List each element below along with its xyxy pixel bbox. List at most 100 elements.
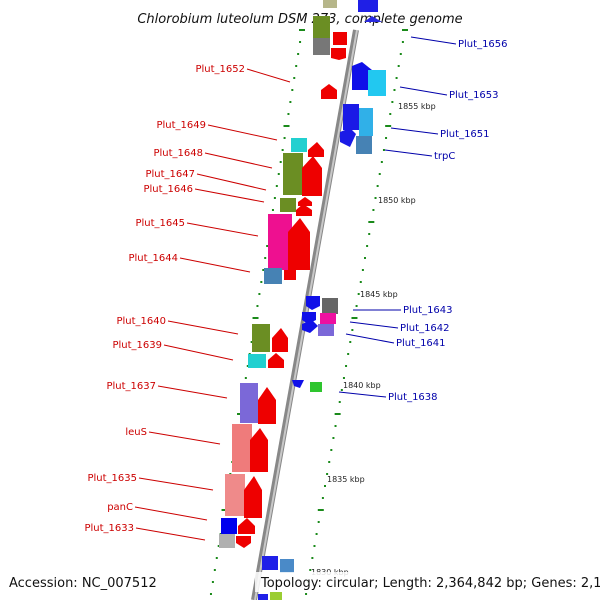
gene-box-steel[interactable]: [264, 268, 282, 284]
leader-line: [163, 344, 234, 361]
gene-arrow-red[interactable]: [244, 476, 262, 518]
gene-label[interactable]: panC: [107, 502, 133, 513]
kbp-label: 1845 kbp: [360, 290, 398, 299]
gene-arrow-red[interactable]: [284, 270, 296, 280]
leader-line: [384, 149, 433, 157]
leader-line: [345, 333, 395, 344]
right-leader-lines: Plut_1656 Plut_1653 Plut_1651 trpC Plut_1643…: [338, 36, 508, 403]
gene-arrow-blue[interactable]: [352, 62, 372, 90]
gene-label[interactable]: Plut_1641: [396, 338, 446, 349]
leader-line: [179, 257, 251, 273]
kbp-label: 1835 kbp: [327, 475, 365, 484]
leader-line: [138, 477, 214, 491]
kbp-label: 1840 kbp: [343, 381, 381, 390]
gene-label[interactable]: Plut_1637: [106, 381, 156, 392]
gene-box-blue[interactable]: [358, 0, 378, 12]
leader-line: [390, 127, 439, 135]
gene-label[interactable]: Plut_1652: [195, 64, 245, 75]
left-leader-lines: Plut_1652 Plut_1649 Plut_1648 Plut_1647 Plut…: [84, 64, 291, 541]
gene-arrow-red[interactable]: [302, 156, 322, 196]
gene-box-olive[interactable]: [323, 0, 337, 8]
gene-box-cyan[interactable]: [291, 138, 307, 152]
gene-label[interactable]: Plut_1656: [458, 39, 508, 50]
gene-arrow-blue[interactable]: [306, 296, 320, 310]
leader-line: [410, 36, 457, 45]
leader-line: [148, 431, 221, 445]
genome-stats-text: Topology: circular; Length: 2,364,842 bp…: [260, 576, 600, 591]
gene-box-steel[interactable]: [356, 136, 372, 154]
gene-box-olive[interactable]: [313, 16, 330, 38]
gene-box-gray[interactable]: [219, 534, 235, 548]
gene-arrow-red[interactable]: [236, 536, 251, 548]
gene-label[interactable]: Plut_1646: [143, 184, 193, 195]
leader-line: [399, 86, 448, 96]
gene-box-olive[interactable]: [252, 324, 270, 352]
gene-arrow-red[interactable]: [268, 353, 284, 368]
gene-arrow-red[interactable]: [238, 518, 255, 534]
gene-box-gray[interactable]: [313, 38, 330, 55]
gene-box-blue[interactable]: [258, 594, 268, 600]
gene-box-blue[interactable]: [343, 104, 359, 130]
leader-line: [167, 320, 239, 335]
footer-backing: [255, 572, 600, 592]
gene-label[interactable]: Plut_1644: [128, 253, 178, 264]
gene-label[interactable]: trpC: [434, 151, 455, 162]
gene-label[interactable]: Plut_1639: [112, 340, 162, 351]
gene-arrow-red[interactable]: [308, 142, 324, 157]
gene-box-purple[interactable]: [240, 383, 258, 423]
gene-arrow-red[interactable]: [272, 328, 288, 352]
gene-arrow-red[interactable]: [296, 204, 312, 216]
gene-box-olive[interactable]: [280, 198, 296, 212]
gene-box-steel[interactable]: [280, 559, 294, 573]
gene-label[interactable]: Plut_1649: [156, 120, 206, 131]
accession-text: Accession: NC_007512: [9, 576, 157, 591]
gene-label[interactable]: Plut_1638: [388, 392, 438, 403]
gene-label[interactable]: Plut_1635: [87, 473, 137, 484]
gene-label[interactable]: Plut_1640: [116, 316, 166, 327]
gene-box-magenta[interactable]: [320, 313, 336, 324]
gene-label[interactable]: Plut_1651: [440, 129, 490, 140]
leader-line: [204, 152, 273, 169]
gene-box-blue[interactable]: [262, 556, 278, 570]
leader-line: [157, 385, 228, 399]
gene-box-cyan[interactable]: [248, 354, 266, 368]
leader-line: [196, 173, 267, 191]
gene-box-purple[interactable]: [318, 324, 334, 336]
gene-label[interactable]: Plut_1645: [135, 218, 185, 229]
gene-box-blue[interactable]: [221, 518, 237, 534]
leader-line: [338, 391, 387, 398]
gene-box-green[interactable]: [310, 382, 322, 392]
gene-label[interactable]: Plut_1653: [449, 90, 499, 101]
map-title: Chlorobium luteolum DSM 273, complete ge…: [137, 12, 462, 27]
gene-arrow-red[interactable]: [321, 84, 337, 99]
gene-box-olive[interactable]: [270, 592, 282, 600]
gene-arrow-red[interactable]: [331, 48, 346, 60]
gene-label[interactable]: Plut_1633: [84, 523, 134, 534]
leader-line: [135, 527, 206, 541]
gene-label[interactable]: Plut_1643: [403, 305, 453, 316]
tick-track-right: [305, 29, 408, 595]
gene-features: [219, 0, 386, 600]
gene-label[interactable]: Plut_1648: [153, 148, 203, 159]
gene-arrow-red[interactable]: [298, 197, 312, 206]
leader-line: [134, 506, 208, 521]
gene-arrow-blue[interactable]: [292, 380, 304, 388]
gene-label[interactable]: Plut_1642: [400, 323, 450, 334]
gene-box-salmon[interactable]: [225, 474, 245, 516]
gene-arrow-blue[interactable]: [364, 16, 382, 22]
gene-arrow-blue[interactable]: [340, 128, 356, 147]
gene-label[interactable]: leuS: [125, 427, 147, 438]
leader-line: [186, 222, 259, 237]
gene-label[interactable]: Plut_1647: [145, 169, 195, 180]
gene-arrow-blue[interactable]: [302, 320, 318, 333]
gene-arrow-red[interactable]: [258, 387, 276, 424]
gene-box-salmon[interactable]: [232, 424, 252, 472]
gene-arrow-red[interactable]: [250, 428, 268, 472]
gene-arrow-red[interactable]: [333, 32, 347, 45]
gene-box-olive[interactable]: [283, 153, 303, 195]
gene-arrow-red[interactable]: [288, 218, 310, 270]
gene-box-gray[interactable]: [322, 298, 338, 314]
gene-box-cyan[interactable]: [368, 70, 386, 96]
gene-box-cyan[interactable]: [359, 108, 373, 136]
leader-line: [246, 68, 291, 83]
